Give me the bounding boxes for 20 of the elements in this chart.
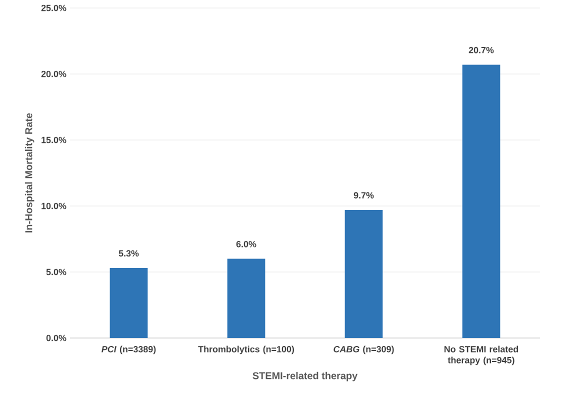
bar	[344, 210, 383, 338]
y-tick-label: 15.0%	[42, 136, 66, 144]
y-tick-label: 10.0%	[42, 202, 66, 210]
bar	[462, 64, 500, 338]
data-label: 20.7%	[468, 46, 494, 54]
y-tick-label: 0.0%	[46, 334, 66, 342]
data-label: 6.0%	[236, 240, 256, 248]
x-tick-label: Thrombolytics (n=100)	[198, 346, 294, 354]
y-tick-label: 25.0%	[41, 4, 66, 12]
data-label: 5.3%	[118, 250, 139, 257]
bar	[227, 258, 266, 338]
data-label: 9.7%	[354, 192, 374, 198]
y-axis-title: In-Hospital Mortality Rate	[24, 113, 34, 232]
y-tick-label: 20.0%	[41, 70, 66, 78]
x-tick-label: CABG (n=309)	[334, 346, 394, 354]
bar	[110, 268, 148, 338]
x-tick-label: No STEMI related therapy (n=945)	[444, 346, 518, 366]
x-tick-label: PCI (n=3389)	[102, 346, 156, 354]
x-axis-title: STEMI-related therapy	[252, 372, 358, 382]
y-tick-label: 5.0%	[46, 268, 66, 276]
